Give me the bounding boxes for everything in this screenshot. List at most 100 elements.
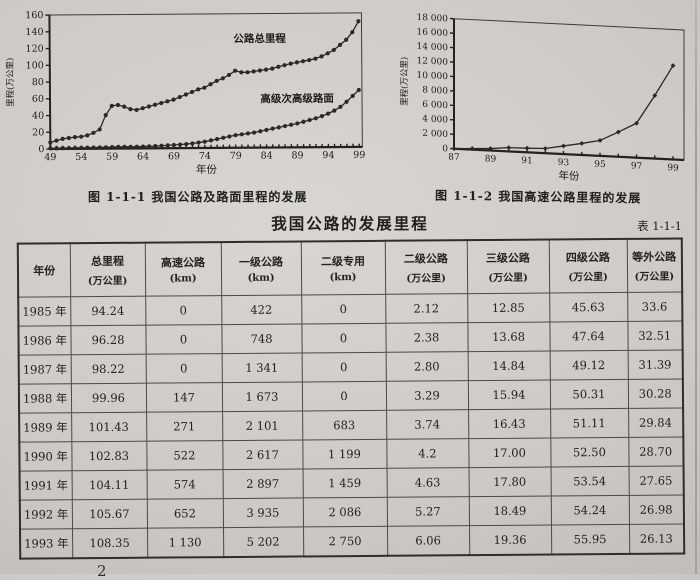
svg-text:54: 54	[75, 152, 87, 163]
value-cell: 99.96	[71, 383, 146, 413]
value-cell: 0	[145, 325, 221, 355]
value-cell: 19.36	[469, 525, 551, 555]
year-cell: 1985 年	[18, 297, 70, 326]
value-cell: 683	[302, 410, 386, 440]
column-header: 一级公路(km)	[221, 241, 301, 295]
svg-text:59: 59	[106, 152, 118, 163]
value-cell: 4.2	[386, 439, 468, 469]
value-cell: 2 897	[223, 469, 303, 499]
column-header: 二级公路(万公里)	[385, 240, 467, 294]
value-cell: 574	[147, 470, 223, 500]
value-cell: 0	[302, 352, 386, 382]
svg-text:8 000: 8 000	[422, 85, 448, 96]
value-cell: 748	[221, 324, 301, 354]
value-cell: 652	[147, 499, 223, 529]
value-cell: 26.13	[629, 524, 684, 554]
svg-text:97: 97	[631, 161, 643, 172]
value-cell: 98.22	[71, 354, 146, 384]
svg-text:高级次高级路面: 高级次高级路面	[260, 92, 334, 106]
value-cell: 1 341	[222, 353, 302, 383]
column-header: 四级公路(万公里)	[549, 239, 627, 293]
value-cell: 94.24	[70, 296, 145, 326]
svg-text:里程(万公里): 里程(万公里)	[5, 58, 16, 107]
value-cell: 33.6	[627, 292, 682, 321]
svg-text:100: 100	[26, 60, 44, 71]
value-cell: 52.50	[550, 437, 628, 467]
value-cell: 271	[146, 412, 222, 442]
svg-text:80: 80	[32, 77, 44, 88]
road-development-table: 年份总里程(万公里)高速公路(km)一级公路(km)二级专用(km)二级公路(万…	[17, 237, 685, 559]
value-cell: 17.80	[469, 467, 551, 497]
value-cell: 105.67	[72, 499, 147, 529]
value-cell: 49.12	[550, 350, 628, 380]
value-cell: 16.43	[468, 409, 550, 439]
svg-text:20: 20	[32, 127, 44, 138]
value-cell: 47.64	[549, 321, 627, 351]
value-cell: 2 101	[222, 411, 302, 441]
year-cell: 1990 年	[19, 442, 71, 471]
value-cell: 0	[301, 294, 385, 324]
svg-text:40: 40	[32, 111, 44, 122]
column-header: 三级公路(万公里)	[467, 240, 549, 294]
value-cell: 1 459	[303, 468, 387, 498]
year-cell: 1986 年	[18, 326, 70, 355]
value-cell: 422	[221, 295, 301, 325]
figure-2-caption: 图 1-1-2 我国高速公路里程的发展	[435, 187, 642, 207]
svg-text:93: 93	[558, 158, 570, 169]
svg-text:89: 89	[291, 150, 303, 161]
value-cell: 2.38	[385, 323, 467, 353]
svg-text:87: 87	[448, 152, 460, 163]
data-table-wrapper: 年份总里程(万公里)高速公路(km)一级公路(km)二级专用(km)二级公路(万…	[17, 237, 700, 559]
value-cell: 13.68	[467, 322, 549, 352]
svg-text:4 000: 4 000	[422, 114, 448, 125]
svg-text:60: 60	[32, 94, 44, 105]
value-cell: 3.29	[386, 381, 468, 411]
value-cell: 28.70	[628, 437, 683, 466]
value-cell: 12.85	[467, 293, 549, 323]
svg-text:12 000: 12 000	[417, 56, 449, 68]
svg-text:99: 99	[353, 150, 365, 161]
svg-text:94: 94	[322, 150, 334, 161]
svg-text:6 000: 6 000	[422, 100, 448, 111]
svg-text:公路总里程: 公路总里程	[233, 32, 286, 45]
svg-text:140: 140	[25, 27, 43, 38]
value-cell: 104.11	[72, 470, 147, 500]
svg-text:2 000: 2 000	[422, 129, 448, 140]
column-header: 高速公路(km)	[145, 242, 221, 296]
value-cell: 147	[146, 383, 222, 413]
value-cell: 2.80	[386, 352, 468, 382]
table-header-row: 年份总里程(万公里)高速公路(km)一级公路(km)二级专用(km)二级公路(万…	[18, 238, 682, 297]
svg-text:14 000: 14 000	[417, 42, 449, 54]
value-cell: 26.98	[629, 495, 684, 524]
value-cell: 53.54	[551, 466, 629, 496]
table-number-label: 表 1-1-1	[637, 218, 682, 234]
value-cell: 1 199	[302, 439, 386, 469]
svg-text:年份: 年份	[196, 163, 218, 176]
page-edge-line	[695, 0, 697, 574]
value-cell: 50.31	[550, 379, 628, 409]
svg-text:49: 49	[44, 152, 56, 163]
value-cell: 0	[145, 296, 221, 326]
value-cell: 29.84	[628, 408, 683, 437]
svg-text:16 000: 16 000	[417, 27, 449, 39]
column-header: 二级专用(km)	[301, 241, 385, 295]
value-cell: 0	[301, 323, 385, 353]
value-cell: 3.74	[386, 410, 468, 440]
svg-text:95: 95	[594, 160, 606, 171]
value-cell: 18.49	[469, 496, 551, 526]
svg-text:里程(万公里): 里程(万公里)	[399, 56, 410, 106]
value-cell: 31.39	[628, 350, 683, 379]
value-cell: 101.43	[71, 412, 146, 442]
table-heading-row: 我国公路的发展里程 表 1-1-1	[0, 212, 700, 234]
svg-text:120: 120	[25, 44, 43, 55]
column-header: 总里程(万公里)	[70, 243, 145, 297]
svg-text:84: 84	[261, 150, 273, 161]
value-cell: 108.35	[72, 528, 147, 558]
svg-text:64: 64	[137, 151, 149, 162]
value-cell: 0	[146, 354, 222, 384]
